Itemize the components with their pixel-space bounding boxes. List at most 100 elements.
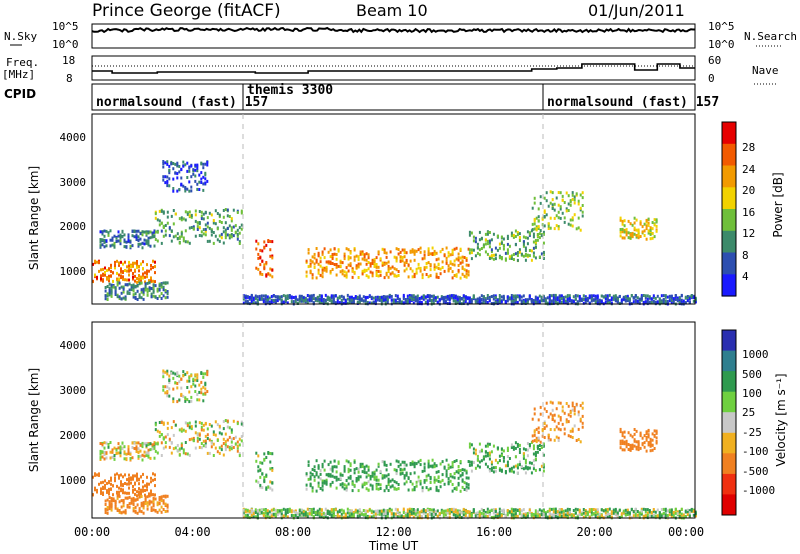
power-cells-region-10-cell [652,294,655,298]
velocity-cells-region-8-cell [563,432,566,436]
power-cells-region-10-cell [376,297,379,301]
power-cells-region-0-cell [104,273,106,277]
power-cells-region-2-cell [158,209,161,213]
velocity-cells-region-2-cell [232,446,235,449]
power-cells-region-2-cell [222,215,225,219]
velocity-cells-region-6-cell [413,486,416,489]
power-cells-region-10-cell [498,294,501,297]
power-cells-region-6-cell [369,264,372,268]
velocity-cells-region-3-cell [176,373,179,377]
velocity-cells-region-3-cell [166,369,169,373]
power-cells-region-10-cell [596,299,599,303]
power-cells-region-2-cell [184,210,187,214]
power-cells-region-10-cell [412,294,415,298]
velocity-cells-region-10-cell [376,509,379,513]
velocity-cells-region-10-cell [432,511,435,515]
power-cells-region-6-cell [427,261,430,265]
power-cells-region-0-cell [110,274,112,278]
power-cells-region-5-cell [267,272,270,276]
power-cells-region-10-cell [306,294,309,297]
power-cells-region-10-cell [444,300,447,304]
velocity-cells-region-0-cell [108,480,110,484]
velocity-cells-region-3-cell [196,393,199,396]
velocity-cells-region-10-cell [514,512,517,516]
power-cells-region-6-cell [319,256,322,260]
velocity-cells-region-10-cell [282,514,285,518]
power-cells-region-6-cell [447,254,450,258]
power-cells-region-10-cell [598,298,601,302]
power-cells-region-10-cell [278,295,281,299]
power-cells-region-7-cell [526,253,529,257]
velocity-cells-region-8-cell [559,428,562,432]
power-cells-region-10-cell [432,301,435,305]
velocity-cells-region-10-cell [578,513,581,517]
velocity-cells-region-3-cell [192,382,195,386]
power-cells-region-4-cell [108,288,111,292]
power-cells-region-10-cell [370,295,373,299]
velocity-cells-region-4-cell [104,508,107,512]
velocity-cells-region-2-cell [226,425,229,429]
power-cells-region-7-cell [476,246,479,250]
velocity-cells-region-2-cell [192,439,195,443]
power-cells-region-7-cell [522,254,525,258]
power-cells-region-0-cell [136,263,138,267]
velocity-cells-region-1-cell [131,456,134,460]
velocity-cells-region-6-cell [449,465,452,469]
power-cells-region-4-cell [142,297,145,301]
power-cells-region-7-cell [510,234,513,238]
power-cells-region-2-cell [232,234,235,238]
velocity-cells-region-0-cell [132,477,134,481]
power-cells-region-10-cell [620,298,623,302]
power-cells-region-7-cell [468,248,471,252]
power-cells-region-6-cell [405,251,408,255]
velocity-cells-region-3-cell [162,385,165,389]
power-cells-region-6-cell [315,276,318,280]
velocity-cells-region-4-cell [148,502,151,506]
power-cells-region-1-cell [127,239,130,242]
power-cells-region-7-cell [490,238,493,242]
power-cells-region-6-cell [321,275,324,279]
velocity-cells-region-10-cell [444,509,447,513]
velocity-cells-region-9-cell [653,429,656,433]
velocity-cells-region-10-cell [632,510,635,514]
power-cells-region-1-cell [139,232,142,236]
power-cells-region-8-cell [571,197,574,201]
power-cells-region-7-cell [498,246,501,250]
velocity-cells-region-10-cell [408,511,411,515]
velocity-cells-region-4-cell [132,506,135,510]
power-cells-region-10-cell [520,300,523,304]
velocity-cells-region-10-cell [522,514,525,518]
power-cells-region-8-cell [581,191,584,195]
velocity-cells-region-4-cell [148,494,151,498]
power-cells-region-10-cell [494,296,497,299]
velocity-cells-region-2-cell [162,446,165,450]
power-cells-region-10-cell [688,295,691,299]
velocity-cells-region-3-cell [184,396,187,400]
power-cells-region-6-cell [455,246,458,250]
power-cells-region-6-cell [341,269,344,273]
power-cells-region-10-cell [548,295,551,299]
power-cells-region-1-cell [143,242,146,246]
freq-left-tick-bottom: 8 [66,72,73,85]
velocity-cells-region-4-cell [156,503,159,507]
velocity-cells-region-3-cell [182,370,185,374]
velocity-cells-region-8-cell [533,407,536,411]
power-cells-region-10-cell [542,295,545,299]
velocity-cells-region-3-cell [194,373,197,377]
power-cells-region-0-cell [144,271,146,275]
velocity-cells-region-6-cell [339,477,342,481]
power-cells-region-6-cell [329,255,332,259]
power-cells-region-9-cell [629,222,632,226]
power-cells-region-0-cell [122,271,124,274]
velocity-cells-region-10-cell [464,511,467,515]
velocity-cells-region-8-cell [533,429,536,433]
velocity-cells-region-10-cell [624,513,627,517]
power-cells-region-1-cell [101,238,104,242]
velocity-cells-region-0-cell [112,493,114,497]
power-cells-region-10-cell [552,293,555,297]
power-cells-region-1-cell [101,231,104,235]
velocity-cells-region-8-cell [567,434,570,438]
power-cells-region-10-cell [558,294,561,298]
velocity-cells-region-6-cell [341,473,344,477]
velocity-cells-region-10-cell [570,514,573,518]
